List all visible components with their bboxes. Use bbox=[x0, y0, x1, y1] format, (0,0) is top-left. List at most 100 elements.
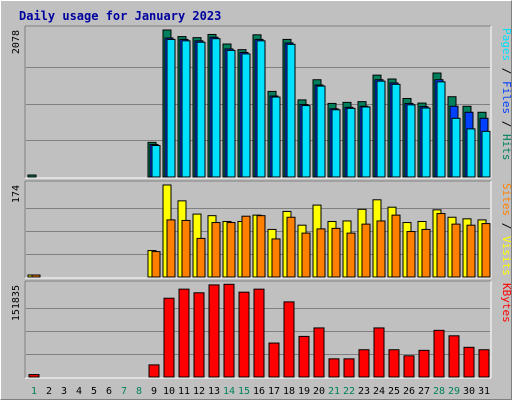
x-tick-label: 3 bbox=[61, 386, 67, 397]
legend-entry: Hits bbox=[500, 134, 512, 161]
bar-pages-day-21 bbox=[331, 109, 341, 178]
bar-pages-day-17 bbox=[271, 96, 281, 178]
bar-sites-day-17 bbox=[271, 238, 281, 278]
bar-pages-day-16 bbox=[256, 40, 266, 178]
bar-kbytes-day-11 bbox=[178, 288, 190, 378]
bar-sites-day-25 bbox=[391, 214, 401, 278]
x-tick-label: 30 bbox=[463, 386, 475, 397]
x-tick-label: 14 bbox=[223, 386, 235, 397]
bar-kbytes-day-22 bbox=[343, 358, 355, 378]
bar-kbytes-day-20 bbox=[313, 327, 325, 378]
bar-pages-day-12 bbox=[196, 41, 206, 178]
x-tick-label: 10 bbox=[163, 386, 175, 397]
bar-sites-day-14 bbox=[226, 222, 236, 278]
bar-kbytes-day-10 bbox=[163, 297, 175, 378]
bar-kbytes-day-26 bbox=[403, 355, 415, 378]
bar-kbytes-day-21 bbox=[328, 358, 340, 378]
bar-pages-day-27 bbox=[421, 107, 431, 178]
bar-sites-day-24 bbox=[376, 220, 386, 278]
bar-kbytes-day-29 bbox=[448, 335, 460, 378]
x-tick-label: 12 bbox=[193, 386, 205, 397]
x-tick-label: 5 bbox=[91, 386, 97, 397]
bar-kbytes-day-31 bbox=[478, 349, 490, 378]
bar-pages-day-25 bbox=[391, 83, 401, 178]
bar-pages-day-18 bbox=[286, 43, 296, 178]
bar-sites-day-23 bbox=[361, 223, 371, 278]
x-tick-label: 22 bbox=[343, 386, 355, 397]
x-tick-label: 31 bbox=[478, 386, 490, 397]
bar-sites-day-9 bbox=[151, 251, 161, 278]
bar-sites-day-15 bbox=[241, 215, 251, 278]
x-tick-label: 16 bbox=[253, 386, 265, 397]
bar-sites-day-12 bbox=[196, 237, 206, 278]
x-tick-label: 18 bbox=[283, 386, 295, 397]
bar-kbytes-day-15 bbox=[238, 291, 250, 378]
y-max-label: 174 bbox=[11, 185, 22, 203]
bar-sites-day-19 bbox=[301, 232, 311, 278]
x-tick-label: 20 bbox=[313, 386, 325, 397]
bar-pages-day-15 bbox=[241, 53, 251, 178]
bar-kbytes-day-9 bbox=[148, 364, 160, 378]
bar-pages-day-30 bbox=[466, 128, 476, 178]
bar-kbytes-day-12 bbox=[193, 292, 205, 378]
bar-pages-day-31 bbox=[481, 130, 491, 178]
bar-pages-day-20 bbox=[316, 85, 326, 178]
bar-kbytes-day-28 bbox=[433, 329, 445, 378]
legend-entry: Sites bbox=[500, 183, 512, 216]
bar-sites-day-18 bbox=[286, 216, 296, 278]
x-tick-label: 4 bbox=[76, 386, 82, 397]
bar-sites-day-1 bbox=[31, 274, 41, 278]
bar-sites-day-16 bbox=[256, 215, 266, 278]
bar-sites-day-20 bbox=[316, 228, 326, 278]
bar-kbytes-day-24 bbox=[373, 327, 385, 378]
bar-pages-day-10 bbox=[166, 38, 176, 178]
legend-entry: / bbox=[500, 114, 512, 134]
bar-kbytes-day-16 bbox=[253, 288, 265, 378]
bar-sites-day-30 bbox=[466, 224, 476, 278]
y-max-label: 151835 bbox=[11, 285, 22, 321]
bar-pages-day-28 bbox=[436, 81, 446, 178]
x-tick-label: 6 bbox=[106, 386, 112, 397]
bar-kbytes-day-27 bbox=[418, 349, 430, 378]
x-tick-label: 2 bbox=[46, 386, 52, 397]
bar-sites-day-13 bbox=[211, 222, 221, 278]
x-tick-label: 11 bbox=[178, 386, 190, 397]
legend-entry: / bbox=[500, 61, 512, 81]
x-tick-label: 26 bbox=[403, 386, 415, 397]
bar-kbytes-day-25 bbox=[388, 349, 400, 378]
bar-sites-day-31 bbox=[481, 223, 491, 278]
bar-sites-day-29 bbox=[451, 223, 461, 278]
bar-kbytes-day-14 bbox=[223, 283, 235, 378]
bar-hits-day-1 bbox=[27, 174, 37, 178]
x-tick-label: 8 bbox=[136, 386, 142, 397]
bar-sites-day-28 bbox=[436, 213, 446, 278]
legend: KBytes bbox=[500, 283, 512, 323]
bar-kbytes-day-1 bbox=[28, 374, 40, 378]
bar-kbytes-day-17 bbox=[268, 342, 280, 378]
bar-sites-day-22 bbox=[346, 232, 356, 278]
bar-pages-day-26 bbox=[406, 104, 416, 178]
x-tick-label: 28 bbox=[433, 386, 445, 397]
x-tick-label: 29 bbox=[448, 386, 460, 397]
bar-pages-day-14 bbox=[226, 49, 236, 178]
x-tick-label: 13 bbox=[208, 386, 220, 397]
x-tick-label: 25 bbox=[388, 386, 400, 397]
x-tick-label: 27 bbox=[418, 386, 430, 397]
chart-title: Daily usage for January 2023 bbox=[19, 9, 221, 23]
x-tick-label: 17 bbox=[268, 386, 280, 397]
x-tick-label: 21 bbox=[328, 386, 340, 397]
bar-pages-day-29 bbox=[451, 117, 461, 178]
bar-kbytes-day-13 bbox=[208, 284, 220, 378]
bar-sites-day-26 bbox=[406, 231, 416, 278]
x-tick-label: 15 bbox=[238, 386, 250, 397]
bar-pages-day-23 bbox=[361, 106, 371, 178]
bar-pages-day-9 bbox=[151, 145, 161, 178]
x-tick-label: 7 bbox=[121, 386, 127, 397]
bar-pages-day-19 bbox=[301, 105, 311, 178]
legend: Pages / Files / Hits bbox=[500, 28, 512, 161]
bar-pages-day-22 bbox=[346, 107, 356, 178]
bar-pages-day-24 bbox=[376, 80, 386, 178]
bar-kbytes-day-23 bbox=[358, 349, 370, 378]
x-tick-label: 1 bbox=[31, 386, 37, 397]
